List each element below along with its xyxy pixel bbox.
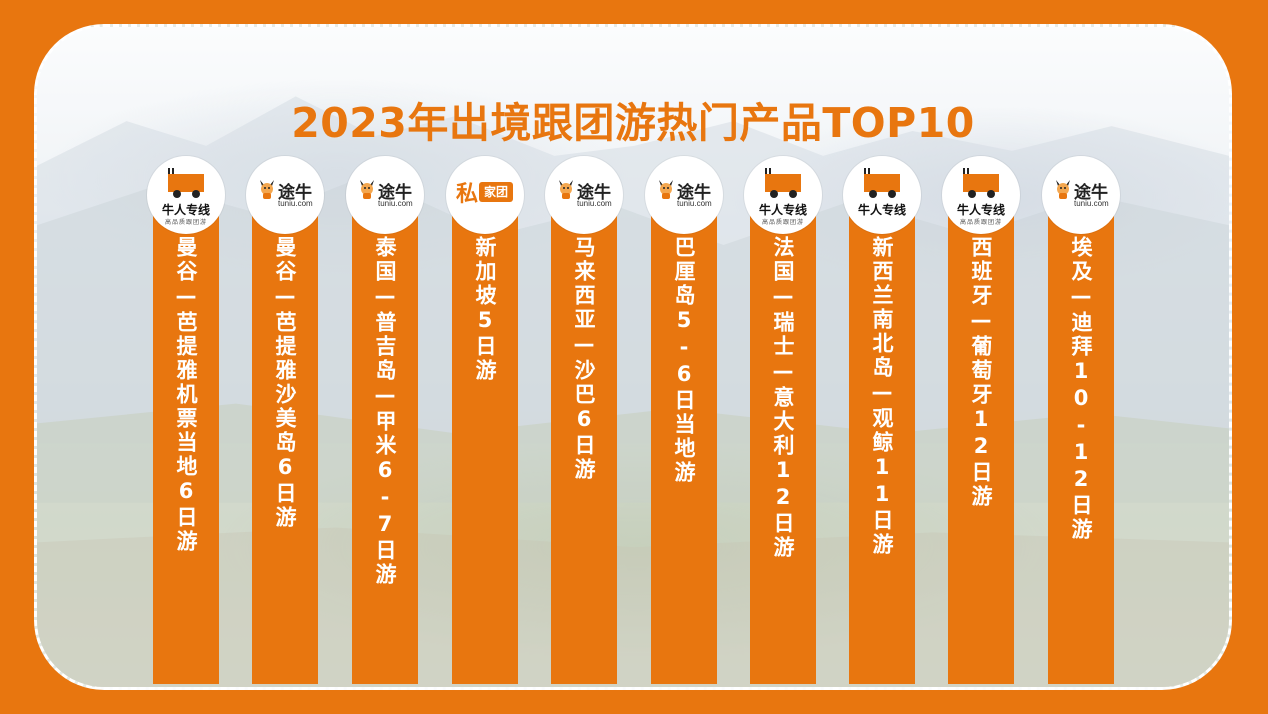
- product-bar: 新加坡5日游: [452, 196, 518, 684]
- product-name: 埃及—迪拜10-12日游: [1069, 236, 1093, 542]
- product-name: 泰国—普吉岛—甲米6-7日游: [373, 236, 397, 587]
- product-bar: 巴厘岛5-6日当地游: [651, 196, 717, 684]
- logo-text: 途牛: [378, 183, 412, 203]
- tuniu-mascot-icon: [557, 178, 575, 200]
- product-name: 法国—瑞士—意大利12日游: [771, 236, 795, 560]
- product-bar: 曼谷—芭提雅沙美岛6日游: [252, 196, 318, 684]
- logo-subtext: tuniu.com: [278, 199, 313, 208]
- tuniu-logo: 途牛 tuniu.com: [346, 156, 424, 234]
- niuren-logo: 牛人专线高品质跟团游: [942, 156, 1020, 234]
- truck-icon: [763, 166, 803, 200]
- product-name: 曼谷—芭提雅沙美岛6日游: [273, 236, 297, 530]
- truck-icon: [961, 166, 1001, 200]
- product-bar: 新西兰南北岛—观鲸11日游: [849, 196, 915, 684]
- tuniu-mascot-icon: [258, 178, 276, 200]
- product-bar: 曼谷—芭提雅机票当地6日游: [153, 196, 219, 684]
- logo-text-si: 私: [456, 182, 479, 207]
- product-name: 马来西亚—沙巴6日游: [572, 236, 596, 482]
- tuniu-logo: 途牛 tuniu.com: [645, 156, 723, 234]
- tuniu-logo: 途牛 tuniu.com: [246, 156, 324, 234]
- product-name: 新西兰南北岛—观鲸11日游: [870, 236, 894, 557]
- logo-text: 途牛: [577, 183, 611, 203]
- niuren-logo: 牛人专线高品质跟团游: [147, 156, 225, 234]
- tuniu-logo: 途牛 tuniu.com: [545, 156, 623, 234]
- truck-icon: [166, 166, 206, 200]
- tuniu-mascot-icon: [657, 178, 675, 200]
- logo-subtext: tuniu.com: [677, 199, 712, 208]
- niuren-logo: 牛人专线: [843, 156, 921, 234]
- page-title: 2023年出境跟团游热门产品TOP10: [291, 99, 975, 147]
- product-bar: 西班牙—葡萄牙12日游: [948, 196, 1014, 684]
- logo-text: 牛人专线: [161, 203, 210, 217]
- mountain-background: [37, 96, 1229, 687]
- logo-text-jiatuan: 家团: [483, 185, 508, 199]
- product-name: 曼谷—芭提雅机票当地6日游: [174, 236, 198, 554]
- niuren-logo: 牛人专线高品质跟团游: [744, 156, 822, 234]
- sijia-logo: 私家团: [446, 156, 524, 234]
- logo-text: 牛人专线: [956, 203, 1005, 217]
- product-bar: 法国—瑞士—意大利12日游: [750, 196, 816, 684]
- logo-text: 牛人专线: [758, 203, 807, 217]
- logo-subtext: 高品质跟团游: [164, 219, 207, 226]
- logo-text: 途牛: [278, 183, 312, 203]
- product-bar: 埃及—迪拜10-12日游: [1048, 196, 1114, 684]
- logo-subtext: tuniu.com: [1074, 199, 1109, 208]
- product-bar: 马来西亚—沙巴6日游: [551, 196, 617, 684]
- logo-text: 途牛: [1074, 183, 1108, 203]
- product-name: 巴厘岛5-6日当地游: [672, 236, 696, 485]
- tuniu-mascot-icon: [358, 178, 376, 200]
- logo-subtext: 高品质跟团游: [959, 219, 1002, 226]
- logo-text: 途牛: [677, 183, 711, 203]
- logo-subtext: tuniu.com: [378, 199, 413, 208]
- product-name: 新加坡5日游: [473, 236, 497, 383]
- logo-text: 牛人专线: [857, 203, 906, 217]
- tuniu-mascot-icon: [1054, 178, 1072, 200]
- logo-subtext: 高品质跟团游: [761, 219, 804, 226]
- content-panel: 2023年出境跟团游热门产品TOP10: [34, 24, 1232, 690]
- product-bar: 泰国—普吉岛—甲米6-7日游: [352, 196, 418, 684]
- logo-badge: [479, 182, 513, 202]
- product-name: 西班牙—葡萄牙12日游: [969, 236, 993, 509]
- truck-icon: [862, 166, 902, 200]
- tuniu-logo: 途牛 tuniu.com: [1042, 156, 1120, 234]
- logo-subtext: tuniu.com: [577, 199, 612, 208]
